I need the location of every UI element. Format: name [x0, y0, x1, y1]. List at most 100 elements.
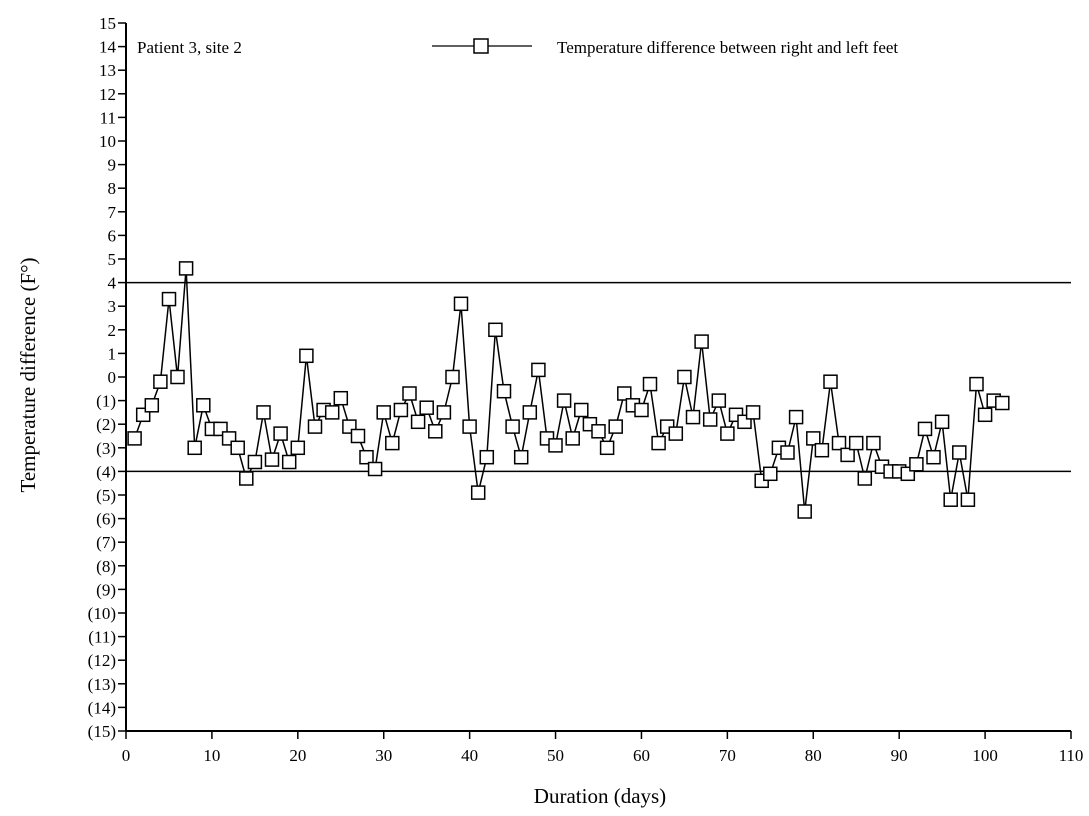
- y-tick-label: 6: [108, 226, 117, 245]
- data-point: [428, 424, 443, 439]
- data-point: [161, 291, 177, 307]
- data-point: [831, 435, 847, 451]
- data-point: [565, 431, 580, 446]
- y-tick-label: (11): [88, 628, 116, 647]
- y-tick-label: (1): [96, 392, 116, 411]
- x-tick-label: 110: [1059, 746, 1084, 765]
- data-point: [264, 452, 280, 467]
- data-point: [453, 296, 469, 312]
- data-point: [470, 485, 486, 500]
- data-point: [685, 409, 701, 425]
- data-point: [144, 398, 160, 413]
- y-tick-label: 1: [108, 344, 117, 363]
- data-point: [677, 369, 692, 385]
- data-point: [848, 435, 864, 451]
- data-point: [488, 322, 503, 338]
- y-tick-label: 7: [108, 203, 117, 222]
- legend-marker: [473, 38, 489, 54]
- data-point: [814, 442, 830, 458]
- y-tick-label: (3): [96, 439, 116, 458]
- y-tick-label: 4: [108, 274, 117, 293]
- y-tick-label: 13: [99, 61, 116, 80]
- y-tick-label: 10: [99, 132, 116, 151]
- data-point: [402, 386, 417, 401]
- x-tick-label: 90: [891, 746, 908, 765]
- data-point: [599, 440, 615, 456]
- data-point: [763, 466, 778, 482]
- x-tick-label: 50: [547, 746, 564, 765]
- data-point: [720, 426, 735, 441]
- annotation-label: Patient 3, site 2: [137, 38, 242, 57]
- data-point: [934, 414, 950, 430]
- y-tick-label: 0: [108, 368, 117, 387]
- data-point: [385, 435, 400, 451]
- legend-label: Temperature difference between right and…: [557, 38, 898, 57]
- data-point: [651, 435, 666, 451]
- data-point: [780, 445, 795, 460]
- data-point: [153, 374, 168, 389]
- data-point: [952, 445, 967, 460]
- x-tick-label: 70: [719, 746, 736, 765]
- data-point: [479, 449, 495, 465]
- y-tick-label: 15: [99, 14, 116, 33]
- data-point: [857, 471, 873, 486]
- y-tick-label: (9): [96, 580, 116, 599]
- y-tick-label: (8): [96, 557, 116, 576]
- data-point: [943, 492, 958, 507]
- y-tick-label: 2: [108, 321, 117, 340]
- y-tick-label: 5: [108, 250, 117, 269]
- data-point: [170, 369, 185, 385]
- data-point: [462, 419, 477, 434]
- legend: Temperature difference between right and…: [432, 38, 898, 57]
- data-point: [522, 405, 538, 420]
- data-point: [917, 421, 933, 437]
- data-point: [806, 431, 821, 446]
- y-tick-label: 8: [108, 179, 117, 198]
- y-axis-title: Temperature difference (F°): [16, 257, 40, 492]
- data-point: [436, 405, 452, 420]
- data-point: [247, 454, 263, 470]
- y-tick-label: (14): [88, 698, 116, 717]
- y-tick-label: 11: [100, 108, 116, 127]
- data-point: [299, 348, 314, 364]
- x-axis-title: Duration (days): [534, 784, 666, 808]
- data-point: [745, 405, 761, 420]
- x-tick-label: 80: [805, 746, 822, 765]
- x-tick-label: 10: [203, 746, 220, 765]
- y-tick-label: (10): [88, 604, 116, 623]
- data-point: [823, 374, 838, 389]
- y-tick-label: (7): [96, 533, 116, 552]
- x-tick-label: 30: [375, 746, 392, 765]
- data-point: [273, 426, 288, 441]
- y-tick-label: 14: [99, 38, 117, 57]
- series-line: [133, 268, 1003, 512]
- data-point: [393, 402, 409, 418]
- data-point: [617, 386, 632, 401]
- data-point: [840, 447, 855, 463]
- data-point: [410, 414, 426, 430]
- x-tick-label: 0: [122, 746, 131, 765]
- y-tick-label: (5): [96, 486, 116, 505]
- y-tick-label: (15): [88, 722, 116, 741]
- y-tick-label: (4): [96, 462, 116, 481]
- data-point: [307, 419, 323, 434]
- data-point: [909, 457, 924, 472]
- data-point: [196, 398, 211, 413]
- data-point: [187, 440, 202, 456]
- data-point: [548, 438, 563, 453]
- data-point: [797, 504, 812, 519]
- data-point: [367, 461, 383, 477]
- data-point: [866, 435, 881, 451]
- data-point: [642, 376, 658, 392]
- data-point: [634, 402, 649, 418]
- x-tick-label: 100: [972, 746, 998, 765]
- data-point: [711, 393, 727, 408]
- y-tick-label: (2): [96, 415, 116, 434]
- data-point: [419, 400, 434, 415]
- data-point: [333, 390, 349, 406]
- data-point: [281, 454, 297, 470]
- data-point: [445, 369, 460, 385]
- data-point: [230, 440, 245, 456]
- data-point: [608, 419, 623, 434]
- y-tick-label: (13): [88, 675, 116, 694]
